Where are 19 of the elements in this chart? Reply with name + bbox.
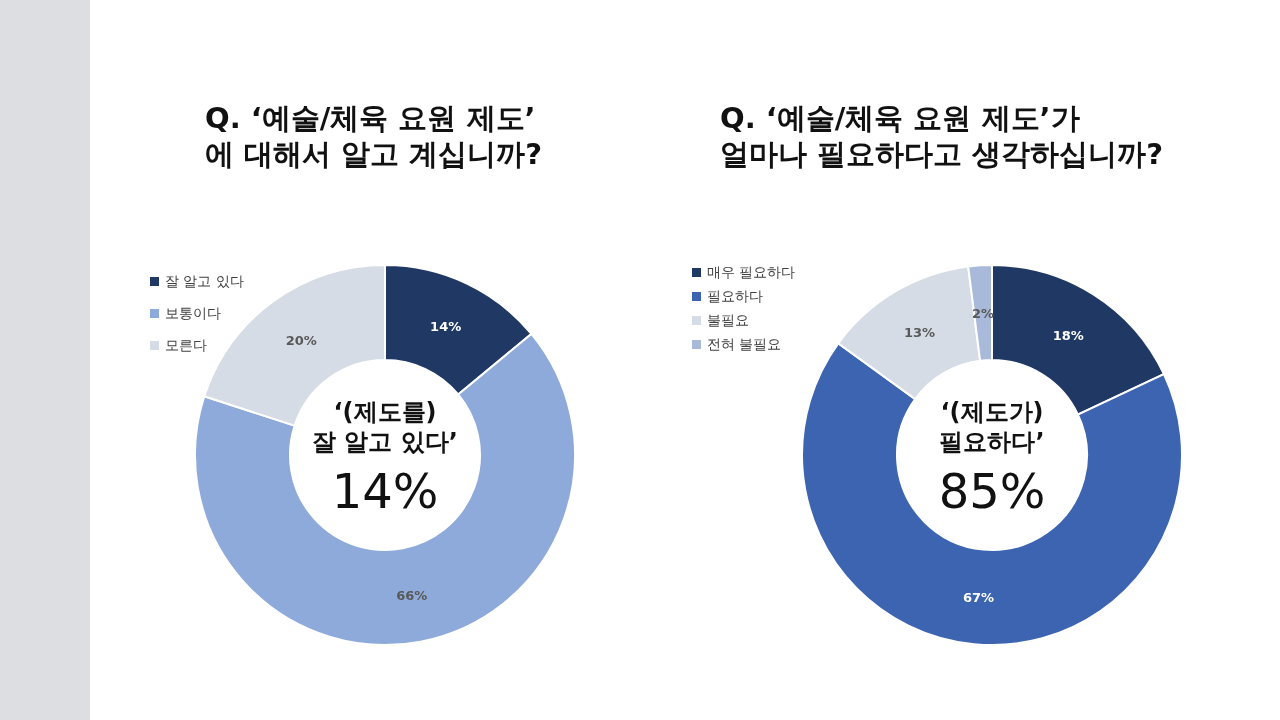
data-label: 66%	[396, 587, 428, 603]
legend-label: 불필요	[707, 312, 749, 328]
legend-label: 보통이다	[165, 305, 221, 321]
legend-label: 전혀 불필요	[707, 336, 782, 352]
chart-title: Q. ‘예술/체육 요원 제도’가 얼마나 필요하다고 생각하십니까?	[720, 101, 1164, 171]
legend-label: 모른다	[165, 337, 207, 353]
data-label: 18%	[1052, 327, 1084, 343]
data-label: 20%	[285, 332, 317, 348]
text: 14%	[331, 463, 439, 519]
legend-label: 매우 필요하다	[707, 264, 796, 280]
data-label: 13%	[903, 325, 936, 341]
legend-label: 필요하다	[707, 288, 763, 304]
legend-label: 잘 알고 있다	[165, 273, 244, 289]
text: 85%	[938, 463, 1046, 519]
chart-title: Q. ‘예술/체육 요원 제도’ 에 대해서 알고 계십니까?	[205, 101, 543, 171]
data-label: 14%	[430, 319, 462, 335]
data-label: 67%	[963, 589, 995, 605]
text: ‘(제도를) 잘 알고 있다’	[312, 398, 458, 456]
text: ‘(제도가) 필요하다’	[939, 398, 1045, 456]
